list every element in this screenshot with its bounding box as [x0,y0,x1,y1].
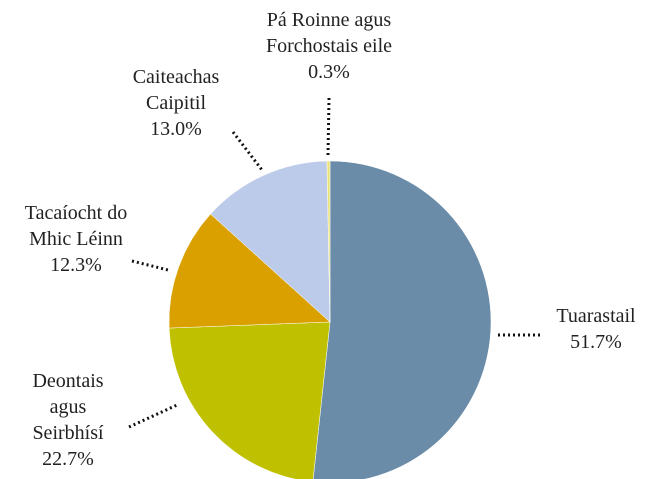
leader-line [128,403,178,429]
value-label: 51.7% [570,331,622,353]
pie-slice [168,321,331,479]
leader-line [231,131,264,171]
slice-label: Caiteachas Caipitil 13.0% [120,64,232,142]
slices [168,160,492,479]
category-label: Tacaíocht do Mhic Léinn [24,202,128,250]
slice-label: Pá Roinne agus Forchostais eile 0.3% [244,7,414,85]
category-label: Pá Roinne agus Forchostais eile [265,9,393,57]
leader-line [326,97,331,156]
slice-label: Tuarastail 51.7% [531,303,649,355]
slice-label: Tacaíocht do Mhic Léinn 12.3% [6,200,146,278]
pie-slice [210,160,331,323]
pie-slice [312,160,492,479]
value-label: 22.7% [42,448,94,470]
category-label: Tuarastail [556,305,636,327]
pie-slice [168,213,331,329]
value-label: 12.3% [50,254,102,276]
value-label: 13.0% [150,118,202,140]
value-label: 0.3% [308,61,350,83]
leader-line [131,259,169,272]
category-label: Deontais agus Seirbhísí [32,370,104,444]
category-label: Caiteachas Caipitil [132,66,220,114]
slice-label: Deontais agus Seirbhísí 22.7% [23,368,113,472]
pie-slice [326,160,331,323]
